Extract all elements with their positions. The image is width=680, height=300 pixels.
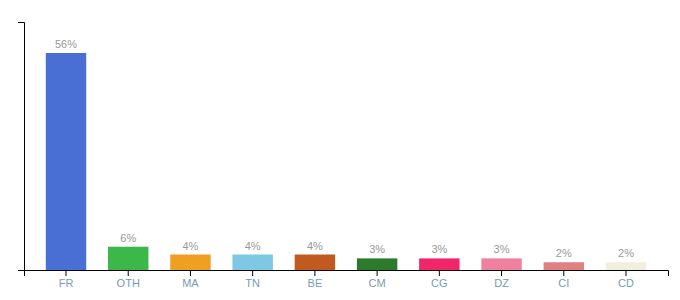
bar: [606, 262, 646, 270]
x-tick-label: MA: [182, 277, 199, 289]
data-label: 4%: [307, 240, 323, 252]
x-tick: FR: [59, 270, 74, 289]
data-label: 6%: [120, 232, 136, 244]
data-label: 56%: [55, 38, 77, 50]
x-tick-label: BE: [308, 277, 323, 289]
x-tick-mark: [252, 270, 253, 276]
bar: [544, 262, 584, 270]
x-tick-mark: [128, 270, 129, 276]
data-label: 4%: [182, 240, 198, 252]
x-tick-mark: [439, 270, 440, 276]
data-label: 4%: [245, 240, 261, 252]
x-tick-mark: [626, 270, 627, 276]
y-axis: [18, 23, 25, 271]
x-tick: CM: [369, 270, 386, 289]
data-label: 3%: [369, 243, 385, 255]
bar: [170, 255, 210, 271]
x-tick: CG: [431, 270, 448, 289]
data-label: 2%: [618, 247, 634, 259]
bars: [46, 53, 646, 270]
x-tick-label: CD: [618, 277, 634, 289]
x-tick-label: CG: [431, 277, 448, 289]
data-labels: 56% 6% 4% 4% 4% 3% 3% 3% 2% 2%: [55, 38, 634, 259]
x-tick-mark: [501, 270, 502, 276]
bar: [232, 255, 272, 271]
x-tick-label: CM: [369, 277, 386, 289]
x-tick-label: CI: [558, 277, 569, 289]
x-tick-mark: [314, 270, 315, 276]
x-tick: CI: [558, 270, 569, 289]
x-tick: TN: [245, 270, 260, 289]
x-tick: OTH: [117, 270, 140, 289]
data-label: 2%: [556, 247, 572, 259]
x-tick-label: FR: [59, 277, 74, 289]
x-tick-label: DZ: [494, 277, 509, 289]
bar: [357, 258, 397, 270]
x-tick-mark: [66, 270, 67, 276]
data-label: 3%: [431, 243, 447, 255]
bar: [481, 258, 521, 270]
data-label: 3%: [494, 243, 510, 255]
x-tick: CD: [618, 270, 634, 289]
x-tick-mark: [190, 270, 191, 276]
bar: [295, 255, 335, 271]
y-axis-line: [18, 23, 25, 271]
bar: [108, 247, 148, 270]
chart-container: 56% 6% 4% 4% 4% 3% 3% 3% 2% 2% FR OTH MA TN BE CM CG DZ CI…: [0, 0, 680, 300]
x-tick-mark: [377, 270, 378, 276]
x-tick: DZ: [494, 270, 509, 289]
x-axis-line: [25, 271, 669, 277]
x-tick-mark: [563, 270, 564, 276]
x-tick-label: OTH: [117, 277, 140, 289]
x-tick: MA: [182, 270, 199, 289]
x-tick-label: TN: [245, 277, 260, 289]
bar: [46, 53, 86, 270]
bar: [419, 258, 459, 270]
x-axis: FR OTH MA TN BE CM CG DZ CI CD: [25, 270, 669, 289]
chart-svg: 56% 6% 4% 4% 4% 3% 3% 3% 2% 2% FR OTH MA TN BE CM CG DZ CI…: [0, 0, 680, 300]
x-tick: BE: [308, 270, 323, 289]
